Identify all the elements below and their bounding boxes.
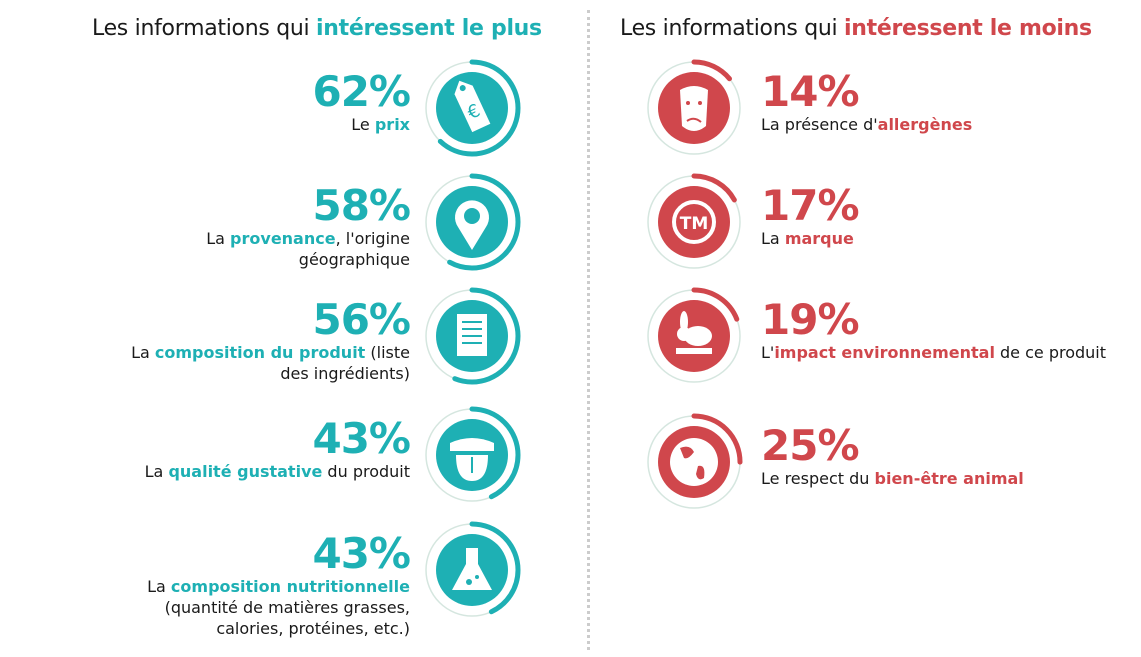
ring-progress [645,413,743,511]
stat-item: 62% Le prix [10,67,411,135]
left-section-title: Les informations qui intéressent le plus [92,16,542,41]
stat-label: La qualité gustative du produit [10,461,410,482]
flask-gauge [422,520,522,620]
stat-label: Le prix [10,114,410,135]
svg-text:TM: TM [680,214,709,234]
tongue-mouth-gauge [422,405,522,505]
label-post: du produit [322,462,410,481]
label-post: (quantité de matières grasses, calories,… [164,598,410,638]
title-text: Les informations qui [92,16,317,41]
stat-item: 56% La composition du produit (liste des … [10,295,411,384]
label-highlight: composition nutritionnelle [170,577,410,596]
globe-gauge [644,412,744,512]
stat-label: La marque [761,228,1141,249]
percentage: 62% [312,67,411,116]
title-highlight: intéressent le plus [316,16,542,41]
percentage: 14% [761,67,860,116]
label-pre: La [761,229,785,248]
tongue-mouth-icon [450,438,494,481]
right-section-title: Les informations qui intéressent le moin… [620,16,1092,41]
label-pre: La [206,229,231,248]
ring-progress [423,287,521,385]
percentage: 19% [761,295,860,344]
percentage: 25% [761,421,860,470]
label-highlight: composition du produit [154,343,366,362]
divider [587,10,590,650]
stat-label: La provenance, l'origine géographique [130,228,410,270]
percentage: 43% [312,529,411,578]
label-pre: Le respect du [761,469,875,488]
trademark-gauge: TM [644,172,744,272]
ring-progress [645,287,743,385]
label-post: , l'origine géographique [298,229,410,269]
label-highlight: bien-être animal [874,469,1024,488]
label-pre: La présence d' [761,115,878,134]
allergy-face-gauge [644,58,744,158]
label-highlight: prix [374,115,410,134]
ring-progress [645,59,743,157]
stat-item: 25% Le respect du bien-être animal [761,424,1141,489]
label-highlight: qualité gustative [168,462,323,481]
price-tag-euro-gauge: € [422,58,522,158]
label-highlight: marque [784,229,854,248]
label-post: (liste des ingrédients) [280,343,410,383]
stat-item: 14% La présence d'allergènes [761,70,1141,135]
label-pre: La [144,462,169,481]
label-post: de ce produit [994,343,1107,362]
percentage: 43% [312,414,411,463]
stat-item: 17% La marque [761,184,1141,249]
ring-progress [423,59,521,157]
location-pin-icon [455,200,489,250]
document-list-gauge [422,286,522,386]
ring-progress [423,406,521,504]
location-pin-gauge [422,172,522,272]
trademark-icon: TM [672,200,716,244]
stat-item: 43% La qualité gustative du produit [10,414,411,482]
stat-label: La composition nutritionnelle (quantité … [130,576,410,639]
stat-item: 19% L'impact environnemental de ce produi… [761,298,1141,363]
stat-label: Le respect du bien-être animal [761,468,1141,489]
rabbit-brush-icon [676,311,712,354]
title-text: Les informations qui [620,16,845,41]
label-pre: La [131,343,155,362]
percentage: 17% [761,181,860,230]
flask-icon [452,548,492,590]
stat-item: 43% La composition nutritionnelle (quanti… [10,529,411,639]
label-highlight: allergènes [877,115,973,134]
rabbit-brush-gauge [644,286,744,386]
ring-progress [423,521,521,619]
label-pre: La [147,577,171,596]
globe-icon [670,438,718,486]
label-pre: Le [351,115,375,134]
stat-label: La composition du produit (liste des ing… [130,342,410,384]
label-pre: L' [761,343,775,362]
price-tag-euro-icon: € [454,80,491,133]
allergy-face-icon [680,86,708,131]
label-highlight: provenance [230,229,336,248]
ring-progress [423,173,521,271]
percentage: 56% [312,295,411,344]
title-highlight: intéressent le moins [844,16,1092,41]
percentage: 58% [312,181,411,230]
document-list-icon [457,314,487,356]
label-highlight: impact environnemental [774,343,995,362]
ring-progress [645,173,743,271]
stat-label: L'impact environnemental de ce produit [761,342,1141,363]
stat-item: 58% La provenance, l'origine géographique [10,181,411,270]
stat-label: La présence d'allergènes [761,114,1141,135]
